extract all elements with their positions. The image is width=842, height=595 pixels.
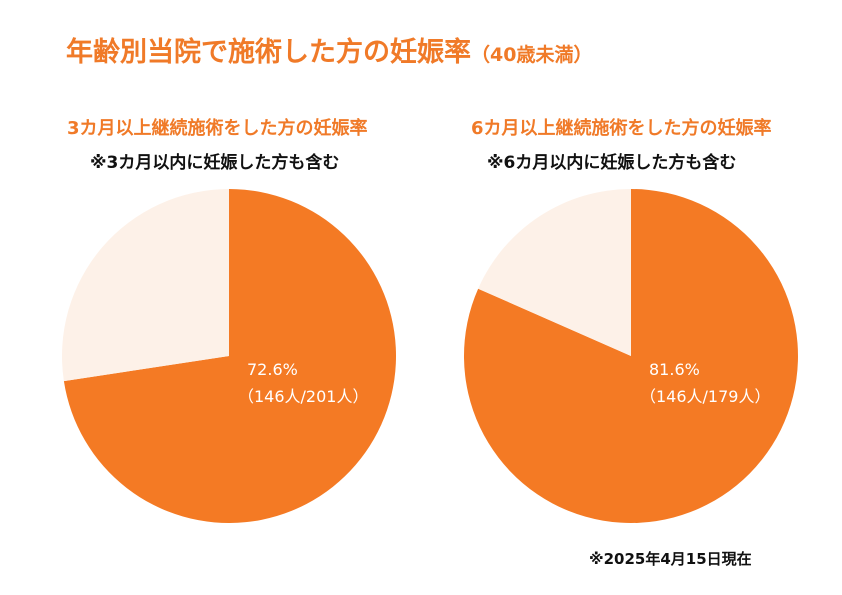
chart-note: ※6カ月以内に妊娠した方も含む: [487, 153, 737, 173]
pie-slice-pregnant: [463, 189, 798, 523]
pie-chart-3-months: 72.6% （146人/201人）: [62, 189, 397, 523]
chart-title: 3カ月以上継続施術をした方の妊娠率: [67, 118, 368, 139]
pie-slice-pregnant: [63, 189, 397, 523]
pie-label-percent: 72.6%: [247, 360, 298, 379]
date-footnote: ※2025年4月15日現在: [589, 550, 752, 568]
pie-label-count: （146人/179人）: [640, 387, 770, 406]
chart-note: ※3カ月以内に妊娠した方も含む: [90, 153, 340, 173]
pie-label-percent: 81.6%: [649, 360, 700, 379]
page-title: 年齢別当院で施術した方の妊娠率（40歳未満）: [66, 30, 592, 69]
pie-label-count: （146人/201人）: [238, 387, 368, 406]
page-title-subtitle: （40歳未満）: [471, 44, 593, 66]
chart-panel-3-months: 3カ月以上継続施術をした方の妊娠率 ※3カ月以内に妊娠した方も含む 72.6% …: [62, 118, 397, 523]
chart-title: 6カ月以上継続施術をした方の妊娠率: [471, 118, 772, 139]
pie-slice-remainder: [478, 189, 631, 356]
pie-chart-6-months: 81.6% （146人/179人）: [463, 189, 798, 523]
page-title-main: 年齢別当院で施術した方の妊娠率: [66, 37, 471, 68]
pie-slice-remainder: [62, 189, 229, 382]
chart-panel-6-months: 6カ月以上継続施術をした方の妊娠率 ※6カ月以内に妊娠した方も含む 81.6% …: [421, 0, 842, 595]
